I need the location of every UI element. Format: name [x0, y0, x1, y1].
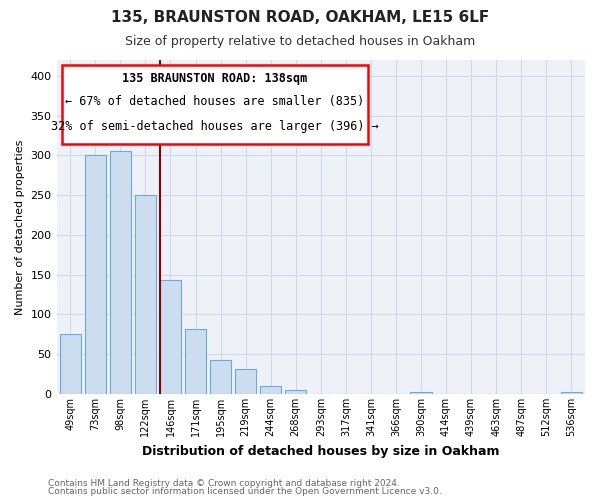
Bar	[210, 360, 231, 394]
Bar	[110, 152, 131, 394]
Text: Size of property relative to detached houses in Oakham: Size of property relative to detached ho…	[125, 35, 475, 48]
FancyBboxPatch shape	[62, 65, 368, 144]
Bar	[59, 334, 81, 394]
Text: 32% of semi-detached houses are larger (396) →: 32% of semi-detached houses are larger (…	[51, 120, 379, 133]
X-axis label: Distribution of detached houses by size in Oakham: Distribution of detached houses by size …	[142, 444, 500, 458]
Text: Contains public sector information licensed under the Open Government Licence v3: Contains public sector information licen…	[48, 487, 442, 496]
Bar	[285, 390, 307, 394]
Bar	[185, 329, 206, 394]
Bar	[160, 280, 181, 394]
Bar	[410, 392, 431, 394]
Text: Contains HM Land Registry data © Crown copyright and database right 2024.: Contains HM Land Registry data © Crown c…	[48, 478, 400, 488]
Text: ← 67% of detached houses are smaller (835): ← 67% of detached houses are smaller (83…	[65, 95, 365, 108]
Bar	[260, 386, 281, 394]
Text: 135, BRAUNSTON ROAD, OAKHAM, LE15 6LF: 135, BRAUNSTON ROAD, OAKHAM, LE15 6LF	[111, 10, 489, 25]
Bar	[85, 156, 106, 394]
Bar	[135, 195, 156, 394]
Y-axis label: Number of detached properties: Number of detached properties	[15, 140, 25, 314]
Bar	[560, 392, 582, 394]
Text: 135 BRAUNSTON ROAD: 138sqm: 135 BRAUNSTON ROAD: 138sqm	[122, 72, 308, 85]
Bar	[235, 370, 256, 394]
